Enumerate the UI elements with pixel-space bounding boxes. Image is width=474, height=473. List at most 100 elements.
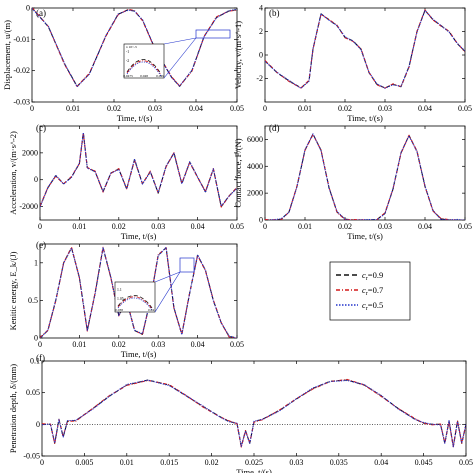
series-line-s09	[40, 132, 237, 208]
series-line-s05	[265, 133, 465, 220]
inset-x-tick-label: 0.048	[140, 74, 148, 78]
zoom-connector	[163, 37, 197, 79]
x-tick-label: 0.04	[418, 104, 432, 113]
inset-x-tick-label: 0.038	[115, 308, 123, 312]
y-axis-label: Velocity, v/(m·s^-1)	[233, 21, 243, 89]
x-tick-label: 0.03	[378, 104, 392, 113]
x-tick-label: 0.04	[191, 222, 205, 231]
x-tick-label: 0.035	[330, 458, 348, 467]
panel-f-penetration-depth: 0 0.005 0.01 0.015 0.02 0.025 0.03 0.035 0.04 0.0…	[8, 353, 473, 473]
inset-x-tick-label: 0.0475	[123, 74, 133, 78]
x-tick-label: 0.04	[418, 222, 432, 231]
x-tick-label: 0.03	[151, 222, 165, 231]
x-tick-label: 0.045	[415, 458, 433, 467]
x-tick-label: 0	[263, 222, 267, 231]
inset-series-s07	[117, 296, 153, 310]
y-tick-label: 0.5	[28, 296, 38, 305]
plot-frame	[264, 125, 466, 221]
panel-e-kinetic-energy: 0 0.01 0.02 0.03 0.04 0.05 0 0.5 1 Time, t/(s) Ken…	[8, 240, 244, 359]
y-axis-label: Contact force, F/(N)	[233, 138, 243, 207]
x-axis-label: Time, t/(s)	[347, 231, 383, 241]
panel-b-velocity: 0 0.01 0.02 0.03 0.04 0.05 -2 0 2 4 Time, t/(s) Vel…	[233, 4, 472, 124]
y-tick-label: 6000	[247, 135, 263, 144]
x-tick-label: 0.025	[245, 458, 263, 467]
legend: cr=0.9 cr=0.7 cr=0.5	[329, 261, 411, 321]
inset-y-tick-label: 1.05	[117, 297, 124, 301]
x-tick-label: 0.02	[338, 222, 352, 231]
x-axis-label: Time, t/(s)	[121, 349, 157, 359]
y-tick-label: 4000	[247, 162, 263, 171]
y-tick-label: 0	[34, 334, 38, 343]
series-line-s05	[32, 8, 237, 88]
legend-label: cr=0.5	[362, 300, 383, 312]
x-tick-label: 0.05	[230, 104, 244, 113]
panel-c-acceleration: 0 0.01 0.02 0.03 0.04 0.05 -2000 0 2000 Time, t/(…	[8, 123, 244, 241]
x-tick-label: 0.02	[112, 222, 126, 231]
zoom-connector	[163, 37, 197, 45]
x-tick-label: 0.03	[148, 104, 162, 113]
y-tick-label: -0.02	[13, 66, 30, 75]
x-tick-label: 0	[38, 222, 42, 231]
legend-label: cr=0.7	[362, 285, 383, 297]
x-tick-label: 0.005	[75, 458, 93, 467]
zoom-region-box	[195, 29, 231, 39]
series-line-s07	[265, 9, 465, 89]
zoom-region-box	[179, 257, 195, 273]
x-tick-label: 0.03	[289, 458, 303, 467]
series-line-s05	[42, 379, 466, 448]
y-tick-label: 4	[259, 4, 263, 13]
zoom-connector	[154, 271, 181, 283]
x-tick-label: 0.01	[298, 104, 312, 113]
x-tick-label: 0.05	[458, 222, 472, 231]
panel-letter: (a)	[36, 8, 46, 18]
y-tick-label: -0.01	[13, 35, 30, 44]
x-tick-label: 0.03	[378, 222, 392, 231]
plot-frame	[39, 243, 238, 339]
panel-letter: (c)	[36, 123, 46, 133]
x-tick-label: 0.04	[191, 340, 205, 349]
series-line-s09	[265, 133, 465, 220]
series-line-s07	[265, 134, 465, 220]
y-tick-label: -2000	[19, 202, 38, 211]
inset-exponent-label: x 10^-3	[126, 45, 137, 49]
y-tick-label: 2000	[247, 189, 263, 198]
panel-d-contact-force: 0 0.01 0.02 0.03 0.04 0.05 0 2000 4000 6000 Time, …	[233, 123, 472, 241]
x-tick-label: 0.05	[230, 340, 244, 349]
x-tick-label: 0.05	[459, 458, 473, 467]
series-line-s05	[265, 9, 465, 89]
x-tick-label: 0.05	[458, 104, 472, 113]
y-axis-label: Displacement, u/(m)	[2, 20, 12, 90]
zoom-connector	[154, 271, 181, 313]
x-tick-label: 0.04	[374, 458, 388, 467]
y-tick-label: 0	[36, 420, 40, 429]
y-tick-label: 0	[26, 4, 30, 13]
y-tick-label: 0	[259, 216, 263, 225]
x-axis-label: Time, t/(s)	[236, 467, 272, 473]
panel-letter: (b)	[269, 8, 280, 18]
x-tick-label: 0	[40, 458, 44, 467]
panel-letter: (f)	[36, 353, 45, 363]
panel-a-displacement: 0 0.01 0.02 0.03 0.04 0.05 -0.03 -0.02 -0.01 0 Tim…	[2, 4, 244, 124]
x-tick-label: 0.02	[107, 104, 121, 113]
panel-letter: (e)	[36, 240, 46, 250]
x-axis-label: Time, t/(s)	[347, 113, 383, 123]
plot-frame	[39, 125, 238, 221]
plot-frame	[41, 360, 467, 457]
y-tick-label: 0	[259, 51, 263, 60]
y-tick-label: -2	[256, 74, 263, 83]
series-line-s09	[42, 379, 466, 448]
y-axis-label: Penetration depth, δ/(mm)	[8, 364, 18, 453]
y-axis-label: Acceleration, v/(m·s^-2)	[8, 131, 18, 215]
inset-series-s09	[126, 59, 162, 75]
inset-series-s09	[117, 295, 153, 309]
y-axis-label: Kenitic energy, E_k/(J)	[8, 251, 18, 330]
y-tick-label: 0	[34, 175, 38, 184]
y-tick-label: 0.1	[30, 357, 40, 366]
x-tick-label: 0.02	[112, 340, 126, 349]
y-tick-label: 2000	[22, 148, 38, 157]
inset-y-tick-label: 1.1	[117, 288, 122, 292]
x-tick-label: 0.01	[72, 340, 86, 349]
inset-series-s05	[126, 61, 162, 77]
x-tick-label: 0.015	[160, 458, 178, 467]
